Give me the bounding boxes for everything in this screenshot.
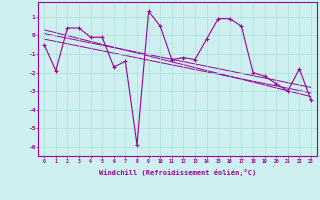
X-axis label: Windchill (Refroidissement éolien,°C): Windchill (Refroidissement éolien,°C) (99, 169, 256, 176)
